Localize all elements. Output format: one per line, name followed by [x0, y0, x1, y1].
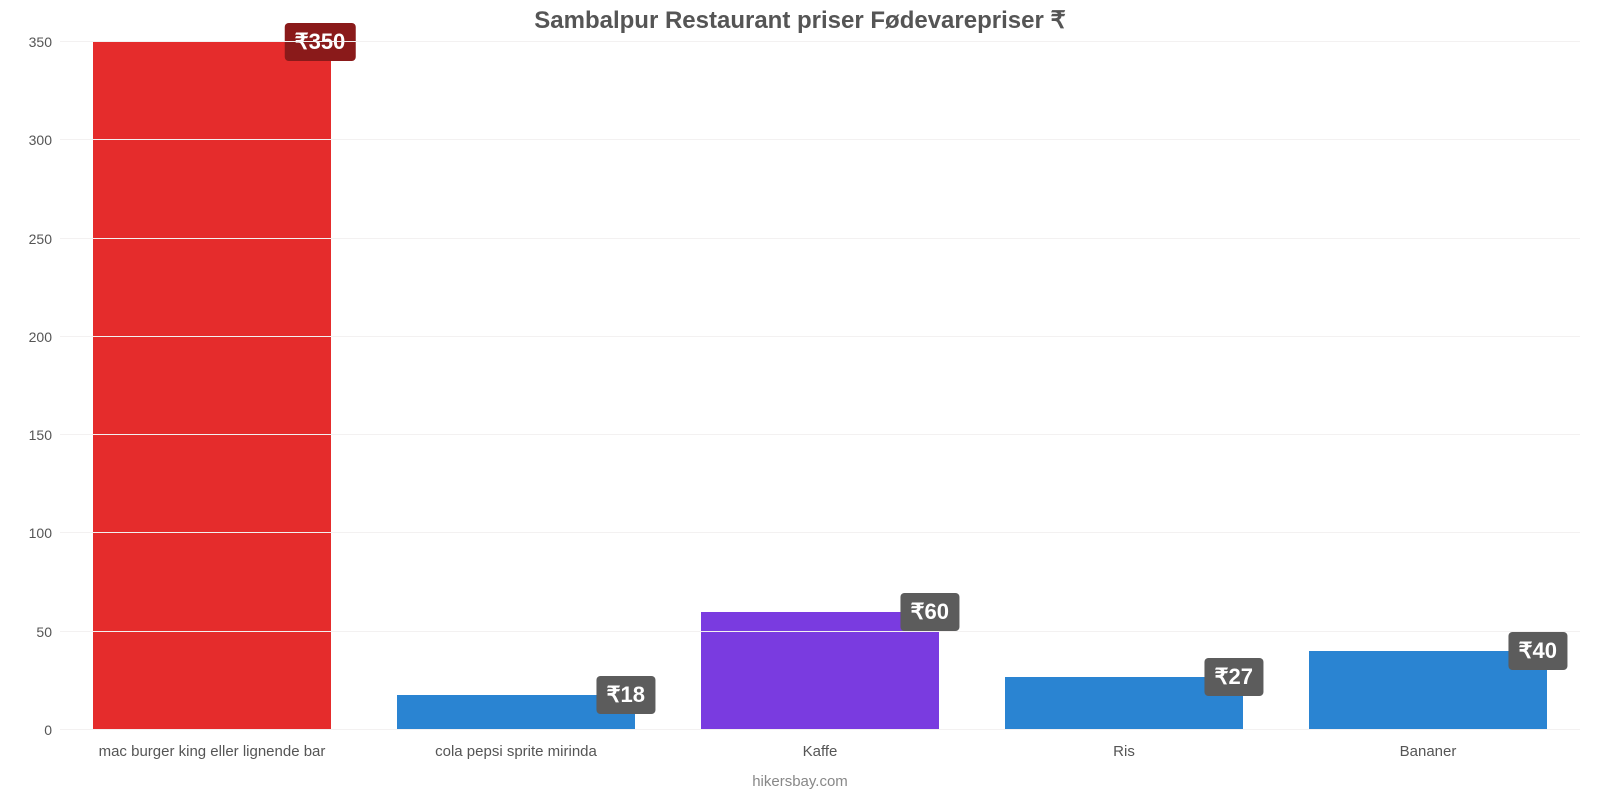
- grid-line: [60, 434, 1580, 435]
- x-axis-label: Kaffe: [668, 743, 972, 760]
- y-tick-label: 200: [29, 329, 60, 345]
- bars-container: ₹350 ₹18 ₹60 ₹27 ₹40: [60, 42, 1580, 730]
- bar: ₹40: [1309, 651, 1546, 730]
- grid-line: [60, 139, 1580, 140]
- bar: ₹27: [1005, 677, 1242, 730]
- bar-value-badge: ₹27: [1205, 658, 1263, 696]
- bar-value-badge: ₹350: [285, 23, 356, 61]
- bar-value-badge: ₹40: [1509, 632, 1567, 670]
- grid-line: [60, 729, 1580, 730]
- bar-value-badge: ₹18: [597, 676, 655, 714]
- y-tick-label: 300: [29, 132, 60, 148]
- x-axis-label: Ris: [972, 743, 1276, 760]
- bar-slot: ₹350: [60, 42, 364, 730]
- plot-area: ₹350₹18₹60₹27₹40 050100150200250300350: [60, 42, 1580, 730]
- bar-slot: ₹18: [364, 42, 668, 730]
- bar-value-badge: ₹60: [901, 593, 959, 631]
- bar-slot: ₹60: [668, 42, 972, 730]
- grid-line: [60, 532, 1580, 533]
- bar-slot: ₹27: [972, 42, 1276, 730]
- y-tick-label: 150: [29, 427, 60, 443]
- bar-slot: ₹40: [1276, 42, 1580, 730]
- y-tick-label: 100: [29, 525, 60, 541]
- y-tick-label: 350: [29, 34, 60, 50]
- price-bar-chart: Sambalpur Restaurant priser Fødevarepris…: [0, 0, 1600, 800]
- chart-title: Sambalpur Restaurant priser Fødevarepris…: [0, 6, 1600, 35]
- x-axis-label: Bananer: [1276, 743, 1580, 760]
- y-tick-label: 50: [36, 624, 60, 640]
- y-tick-label: 0: [44, 722, 60, 738]
- bar: ₹18: [397, 695, 634, 730]
- bar: ₹350: [93, 42, 330, 730]
- grid-line: [60, 41, 1580, 42]
- grid-line: [60, 631, 1580, 632]
- x-axis-label: cola pepsi sprite mirinda: [364, 743, 668, 760]
- grid-line: [60, 336, 1580, 337]
- chart-footer: hikersbay.com: [0, 773, 1600, 790]
- grid-line: [60, 238, 1580, 239]
- x-axis-label: mac burger king eller lignende bar: [60, 743, 364, 760]
- y-tick-label: 250: [29, 231, 60, 247]
- x-axis-labels: mac burger king eller lignende barcola p…: [60, 743, 1580, 760]
